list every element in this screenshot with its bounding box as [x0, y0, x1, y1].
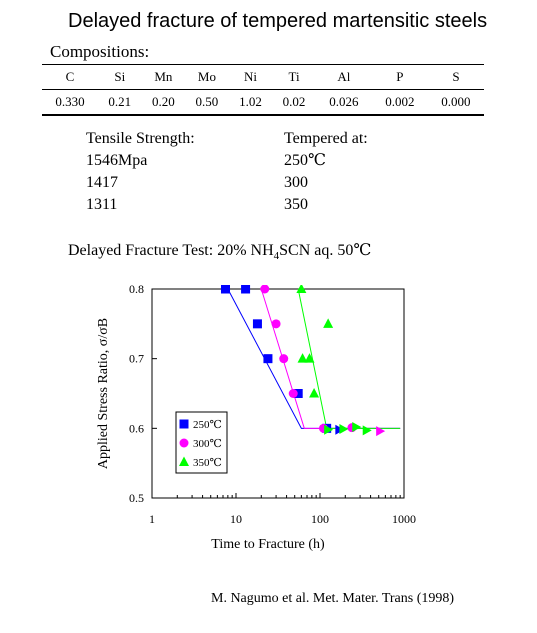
fit-line: [227, 288, 401, 429]
composition-value: 0.02: [282, 94, 306, 109]
composition-value: 0.000: [441, 94, 471, 109]
data-point: [288, 389, 298, 398]
data-point: [304, 353, 315, 363]
element-header: Si: [114, 69, 126, 84]
data-point: [252, 319, 262, 329]
y-axis-label: Applied Stress Ratio, σ/σB: [96, 318, 111, 469]
runout-arrow: [376, 426, 386, 437]
legend-label: 250℃: [193, 419, 222, 431]
data-point: [279, 354, 289, 364]
legend-label: 350℃: [193, 457, 222, 469]
x-tick-label: 1: [149, 512, 155, 526]
legend-marker: [179, 419, 189, 429]
composition-value: 0.026: [329, 94, 359, 109]
tensile-strength-column: Tensile Strength: 1546Mpa 1417 1311: [86, 128, 195, 216]
composition-table: C Si Mn Mo Ni Ti Al P S 0.330 0.21 0.20 …: [42, 64, 484, 116]
data-point: [271, 319, 281, 329]
test-suffix: SCN aq. 50℃: [279, 242, 372, 259]
tensile-strength-header: Tensile Strength:: [86, 130, 195, 147]
runout-arrow: [339, 424, 349, 435]
data-point: [221, 285, 231, 294]
composition-value: 0.002: [385, 94, 415, 109]
composition-value: 0.50: [195, 94, 219, 109]
data-point: [293, 389, 303, 398]
page-title: Delayed fracture of tempered martensitic…: [68, 10, 488, 32]
element-header: S: [452, 69, 460, 84]
element-header: Ti: [288, 69, 300, 84]
citation: M. Nagumo et al. Met. Mater. Trans (1998…: [211, 591, 455, 606]
composition-value: 0.20: [151, 94, 175, 109]
compositions-label: Compositions:: [50, 42, 150, 61]
element-header: C: [65, 69, 75, 84]
composition-value: 0.21: [108, 94, 132, 109]
x-tick-label: 100: [311, 512, 329, 526]
data-point: [241, 285, 251, 294]
data-point: [260, 285, 270, 294]
plot-frame: [151, 288, 405, 499]
tempered-at-header: Tempered at:: [284, 130, 368, 147]
composition-value: 1.02: [239, 94, 262, 109]
y-tick-label: 0.8: [129, 285, 144, 296]
runout-arrow: [352, 421, 362, 432]
element-header: Mn: [154, 69, 173, 84]
element-header: Ni: [243, 69, 257, 84]
tempered-at-value: 350: [284, 196, 308, 213]
data-point: [296, 285, 307, 293]
data-point: [263, 354, 273, 364]
test-prefix: Delayed Fracture Test: 20% NH: [68, 242, 274, 259]
tensile-strength-value: 1311: [86, 196, 118, 213]
y-tick-label: 0.5: [129, 491, 144, 505]
legend-label: 300℃: [193, 438, 222, 450]
y-tick-label: 0.6: [129, 421, 144, 435]
test-condition: Delayed Fracture Test: 20% NH4SCN aq. 50…: [68, 240, 371, 262]
runout-arrow: [324, 424, 334, 435]
data-point: [297, 353, 308, 363]
y-tick-label: 0.7: [129, 352, 144, 366]
legend-marker: [179, 456, 189, 466]
element-header: P: [396, 69, 404, 84]
x-tick-label: 1000: [392, 512, 416, 526]
element-header: Al: [337, 69, 351, 84]
tempered-at-column: Tempered at: 250℃ 300 350: [284, 128, 368, 216]
composition-header-row: C Si Mn Mo Ni Ti Al P S: [42, 64, 484, 90]
composition-value: 0.330: [55, 94, 85, 109]
tensile-strength-value: 1546Mpa: [86, 152, 148, 169]
stress-ratio-chart: 0.5 0.6 0.7 0.8 1 10 100 1000 Time to Fracture (…: [96, 285, 416, 552]
data-point: [323, 318, 334, 328]
tensile-strength-value: 1417: [86, 174, 118, 191]
tempered-at-value: 250℃: [284, 152, 326, 169]
legend-marker: [179, 438, 189, 448]
data-point: [309, 388, 320, 398]
composition-value-row: 0.330 0.21 0.20 0.50 1.02 0.02 0.026 0.0…: [42, 90, 484, 115]
fit-line: [297, 288, 401, 429]
element-header: Mo: [197, 69, 216, 84]
x-tick-label: 10: [230, 512, 242, 526]
runout-arrow: [362, 425, 372, 436]
test-subscript: 4: [273, 250, 280, 263]
tempered-at-value: 300: [284, 174, 308, 191]
x-axis-label: Time to Fracture (h): [211, 537, 325, 552]
